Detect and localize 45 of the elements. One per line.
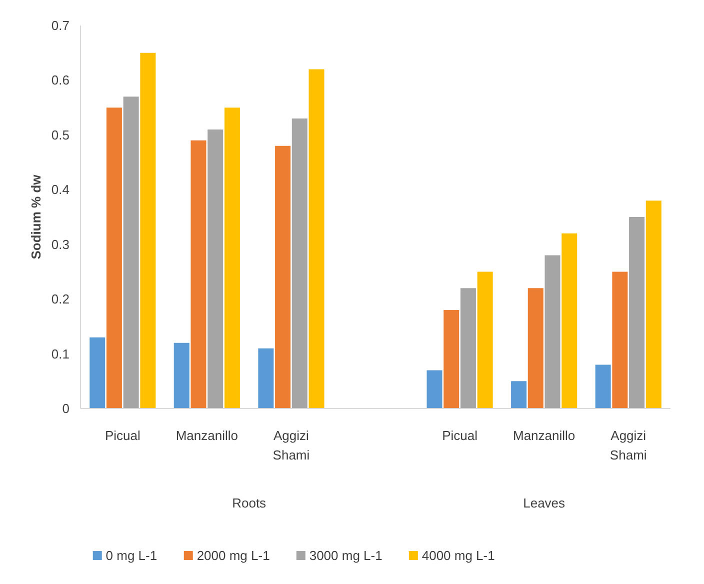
text: Roots [232,496,267,510]
y-tick-label: 0 [62,401,70,416]
y-tick-label: 0.1 [51,346,70,362]
bar [258,348,274,408]
bar [460,288,476,408]
bar [174,342,190,408]
bar [208,129,224,408]
bar [528,288,544,408]
x-tick-label: Manzanillo [513,428,576,443]
y-tick-label: 0.6 [51,72,70,88]
bar [275,146,291,408]
legend-label: 2000 mg L-1 [196,548,270,563]
y-tick-label: 0.3 [51,236,70,252]
bar [123,96,139,408]
bar [562,233,578,408]
x-tick-label: Picual [104,428,140,443]
y-tick-label: 0.2 [51,292,70,307]
y-tick-label: 0.4 [51,182,70,198]
x-tick-label: Picual [442,428,478,443]
legend-label: 3000 mg L-1 [309,548,382,563]
bar [292,118,308,408]
y-tick-label: 0.7 [51,18,70,33]
x-tick-label: Aggizi Shami [610,428,647,462]
bar [426,370,442,408]
bar [308,69,324,408]
bar [629,217,645,408]
bar [646,200,662,408]
bar [106,108,122,408]
bar [544,255,560,408]
text: Leaves [523,496,566,510]
legend-label: 0 mg L-1 [106,548,158,563]
bar [511,381,527,408]
x-tick-label: Manzanillo [176,428,238,443]
bar [140,52,156,408]
bar [90,337,106,408]
bar [190,140,206,408]
bar [612,272,628,408]
x-tick-label: Aggizi Shami [272,428,310,462]
bar [477,272,493,408]
bar [224,108,240,408]
y-tick-label: 0.5 [51,127,70,142]
bar [444,310,460,408]
y-axis-title: Sodium % dw [28,174,44,260]
legend-label: 4000 mg L-1 [422,548,495,563]
bar [595,364,611,408]
